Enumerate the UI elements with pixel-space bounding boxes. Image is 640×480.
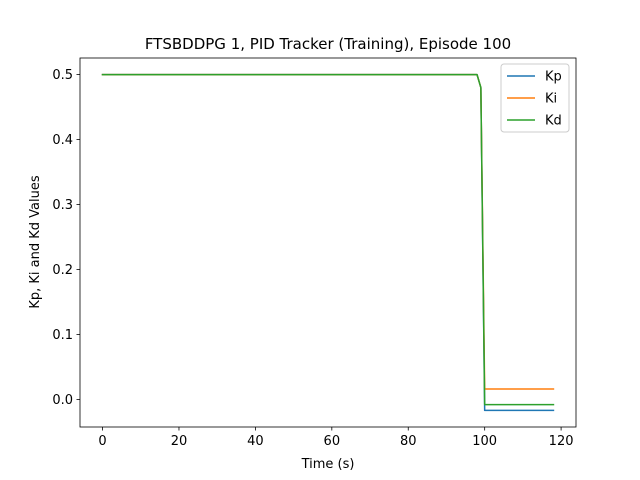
y-tick-label: 0.2 xyxy=(52,263,73,278)
axes-border xyxy=(79,57,577,428)
y-axis-label: Kp, Ki and Kd Values xyxy=(28,175,43,309)
y-tick-label: 0.4 xyxy=(52,133,73,148)
plot-lines xyxy=(101,73,555,412)
x-tick-label: 60 xyxy=(324,434,341,449)
legend: Kp Ki Kd xyxy=(500,63,570,133)
legend-label-ki: Ki xyxy=(545,92,557,107)
y-tick-label: 0.0 xyxy=(52,393,73,408)
x-tick-label: 80 xyxy=(400,434,417,449)
x-axis-ticks: 0 20 40 60 80 100 120 xyxy=(98,427,574,449)
x-tick-label: 0 xyxy=(98,434,106,449)
chart-title: FTSBDDPG 1, PID Tracker (Training), Epis… xyxy=(145,35,511,53)
y-tick-label: 0.5 xyxy=(52,68,73,83)
series-line-kd xyxy=(101,73,555,406)
x-tick-label: 20 xyxy=(171,434,188,449)
legend-label-kp: Kp xyxy=(545,70,562,85)
x-tick-label: 40 xyxy=(247,434,264,449)
x-tick-label: 120 xyxy=(549,434,574,449)
y-axis-ticks: 0.0 0.1 0.2 0.3 0.4 0.5 xyxy=(52,68,80,408)
legend-label-kd: Kd xyxy=(545,114,562,129)
y-tick-label: 0.3 xyxy=(52,198,73,213)
x-axis-label: Time (s) xyxy=(301,457,355,472)
y-tick-label: 0.1 xyxy=(52,328,73,343)
x-tick-label: 100 xyxy=(472,434,497,449)
axes-frame xyxy=(79,57,577,428)
